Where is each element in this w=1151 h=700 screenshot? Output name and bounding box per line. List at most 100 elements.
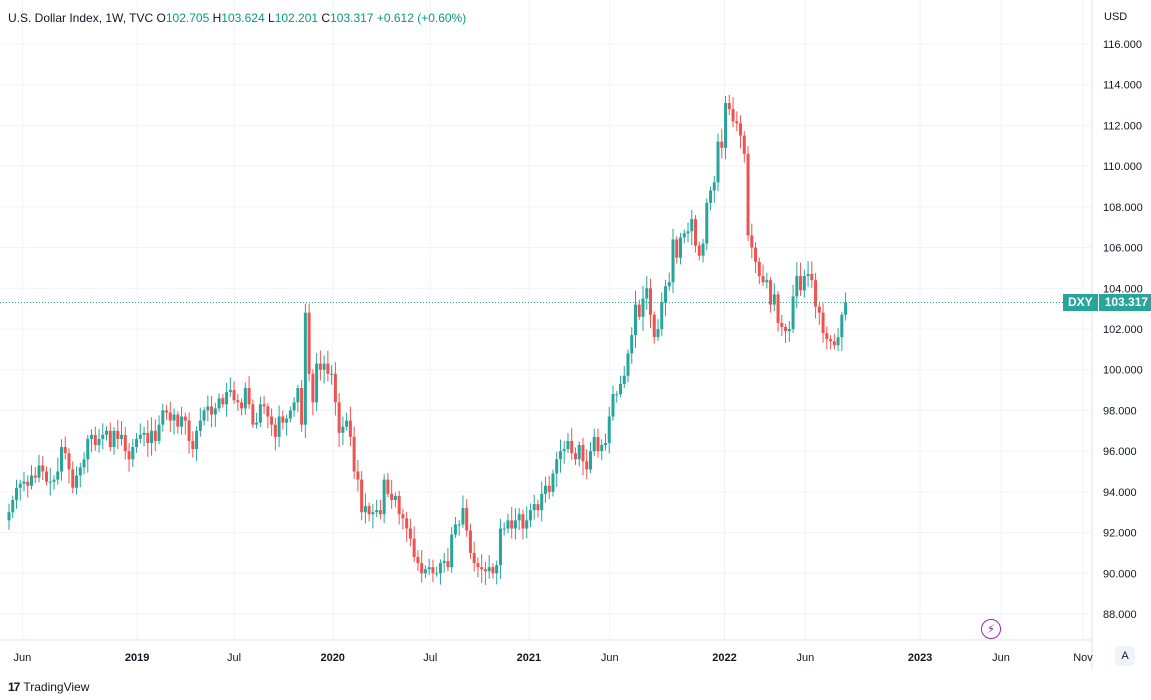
y-tick-label: 102.000	[1103, 324, 1143, 336]
candle-body	[761, 276, 765, 283]
candle-body	[307, 312, 311, 374]
y-tick-label: 114.000	[1103, 80, 1142, 92]
candle-body	[558, 451, 562, 460]
candle-body	[172, 414, 176, 421]
candle-body	[709, 190, 713, 203]
candle-body	[330, 373, 334, 375]
candle-body	[30, 475, 34, 486]
candle-body	[420, 563, 424, 574]
x-tick-label: 2020	[320, 652, 344, 664]
candle-body	[356, 471, 360, 480]
auto-scale-button[interactable]: A	[1115, 646, 1135, 666]
candle-body	[573, 453, 577, 460]
candle-body	[724, 103, 728, 148]
candle-body	[810, 274, 814, 281]
candle-body	[814, 280, 818, 307]
candle-body	[645, 288, 649, 299]
x-tick-label: Jul	[227, 652, 241, 664]
candle-body	[277, 416, 281, 437]
candle-body	[795, 276, 799, 297]
price-axis[interactable]: 88.000 90.000 92.000 94.000 96.000 98.000 100.…	[1103, 39, 1143, 621]
horizontal-gridlines	[0, 43, 1092, 615]
y-tick-label: 94.000	[1103, 487, 1137, 499]
candle-body	[844, 302, 848, 315]
candle-body	[322, 363, 326, 370]
candle-body	[649, 288, 653, 315]
candle-body	[667, 282, 671, 287]
candle-body	[498, 528, 502, 566]
candle-body	[288, 410, 292, 419]
candle-body	[727, 103, 731, 110]
candle-body	[262, 404, 266, 407]
candle-body	[210, 406, 214, 415]
candle-body	[840, 314, 844, 338]
tradingview-brand[interactable]: 17 TradingView	[8, 680, 89, 694]
candle-body	[266, 406, 270, 417]
y-tick-label: 106.000	[1103, 243, 1143, 255]
candle-body	[127, 451, 131, 460]
candle-body	[682, 233, 686, 238]
candle-body	[225, 392, 229, 405]
candle-body	[33, 475, 37, 478]
candle-body	[11, 500, 15, 513]
candle-body	[176, 414, 180, 427]
candle-body	[817, 306, 821, 313]
candle-body	[401, 514, 405, 519]
candle-body	[600, 445, 604, 452]
candle-body	[86, 438, 90, 460]
x-tick-label: 2022	[712, 652, 736, 664]
candle-body	[213, 408, 217, 415]
candle-body	[615, 394, 619, 396]
candle-body	[596, 436, 600, 452]
candle-body	[161, 410, 165, 425]
candle-body	[757, 261, 761, 277]
candle-body	[679, 237, 683, 258]
candle-body	[487, 567, 491, 572]
candle-body	[382, 479, 386, 515]
candle-body	[491, 567, 495, 574]
candle-body	[832, 341, 836, 346]
candle-body	[412, 538, 416, 557]
candle-body	[664, 286, 668, 303]
candle-body	[784, 326, 788, 332]
time-axis[interactable]: Jun 2019 Jul 2020 Jul 2021 Jun 2022 Jun 2023 Jun No…	[14, 652, 1094, 664]
candle-body	[791, 296, 795, 329]
candle-body	[690, 219, 694, 232]
candle-body	[345, 420, 349, 427]
candle-body	[551, 473, 555, 492]
price-tag-symbol: DXY	[1063, 294, 1098, 311]
candle-body	[502, 528, 506, 530]
candle-body	[577, 445, 581, 460]
candle-body	[697, 245, 701, 256]
candle-body	[300, 388, 304, 425]
lightning-icon[interactable]: ⚡	[981, 619, 1001, 639]
candle-body	[341, 426, 345, 433]
candle-body	[123, 434, 127, 452]
candle-body	[150, 430, 154, 443]
candle-body	[63, 447, 67, 454]
candle-body	[652, 314, 656, 338]
candle-body	[236, 400, 240, 403]
candle-body	[536, 504, 540, 511]
candle-body	[799, 276, 803, 291]
candle-body	[135, 438, 139, 448]
candle-body	[746, 153, 750, 236]
symbol-title[interactable]: U.S. Dollar Index, 1W, TVC	[8, 11, 154, 25]
candle-body	[468, 530, 472, 553]
currency-label[interactable]: USD	[1104, 11, 1128, 23]
candle-body	[532, 504, 536, 511]
candle-body	[273, 424, 277, 437]
y-tick-label: 112.000	[1103, 120, 1142, 132]
candle-body	[802, 276, 806, 291]
candle-body	[116, 430, 120, 439]
x-tick-label: Nov	[1073, 652, 1093, 664]
candle-body	[315, 363, 319, 403]
candle-body	[333, 373, 337, 403]
y-tick-label: 100.000	[1103, 365, 1143, 377]
candle-body	[18, 483, 22, 488]
candle-body	[754, 247, 758, 262]
candle-body	[153, 430, 157, 441]
candle-body	[483, 569, 487, 572]
candle-body	[22, 481, 26, 484]
